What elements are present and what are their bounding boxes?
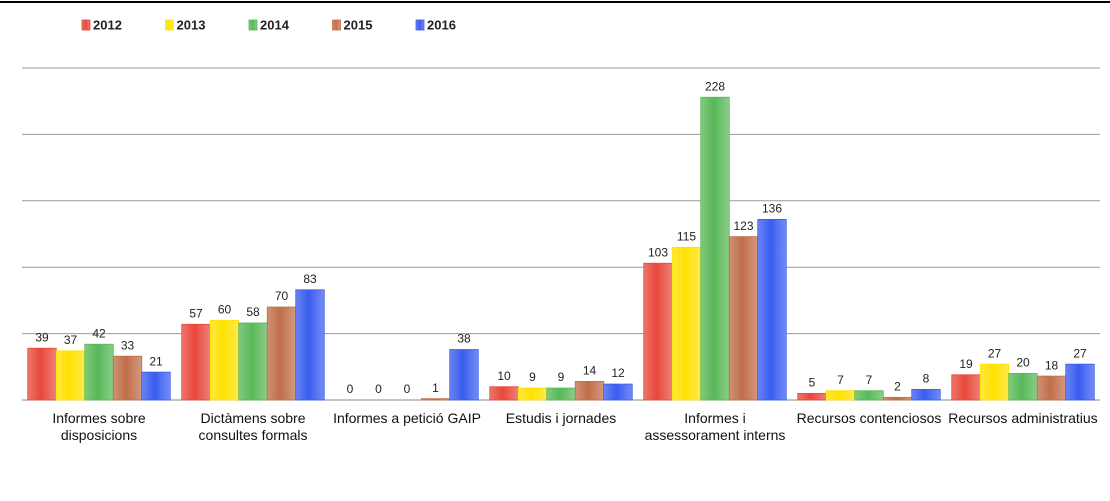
x-tick-label: Recursos administratius <box>948 410 1098 426</box>
legend-swatch <box>81 19 91 31</box>
bar <box>266 306 297 401</box>
data-label: 9 <box>558 370 565 384</box>
data-label: 58 <box>246 305 260 319</box>
data-label: 10 <box>497 369 511 383</box>
data-label: 27 <box>1073 346 1087 360</box>
bar <box>797 392 827 401</box>
legend-swatch <box>332 19 341 31</box>
data-label: 39 <box>35 330 49 344</box>
data-label: 1 <box>432 381 439 395</box>
data-label: 60 <box>218 302 232 316</box>
legend-label: 2016 <box>427 17 456 32</box>
data-label: 8 <box>923 372 930 386</box>
legend-label: 2013 <box>177 17 206 32</box>
bar <box>671 246 702 401</box>
bar <box>517 387 548 401</box>
data-label: 14 <box>583 364 597 378</box>
data-label: 38 <box>457 332 471 346</box>
bar <box>181 323 211 401</box>
data-label: 20 <box>1016 356 1030 370</box>
bar <box>295 289 325 401</box>
data-label: 37 <box>64 333 78 347</box>
data-label: 21 <box>149 354 163 368</box>
bar <box>728 236 759 401</box>
bar <box>574 381 605 401</box>
x-tick-label: Recursos contenciosos <box>796 410 942 426</box>
x-tick-label: Informes i assessorament interns <box>644 410 786 443</box>
data-label: 9 <box>529 370 536 384</box>
bar <box>84 343 114 401</box>
data-label: 57 <box>189 306 203 320</box>
data-label: 18 <box>1045 358 1059 372</box>
bar <box>979 363 1010 401</box>
bar <box>603 383 633 401</box>
bar <box>700 96 730 401</box>
data-label: 83 <box>303 272 317 286</box>
bar <box>951 374 981 401</box>
data-label: 115 <box>677 229 696 243</box>
bar <box>546 387 576 401</box>
data-label: 123 <box>733 219 753 233</box>
legend-label: 2014 <box>260 17 290 32</box>
bar <box>1065 363 1095 401</box>
data-label: 0 <box>347 382 354 396</box>
bar <box>911 388 941 401</box>
data-label: 228 <box>705 79 725 93</box>
legend-swatch <box>248 19 258 31</box>
bar <box>643 262 673 401</box>
legend-label: 2015 <box>344 17 373 32</box>
bar <box>1008 373 1038 401</box>
data-label: 0 <box>375 382 382 396</box>
bar <box>141 371 171 401</box>
data-label: 0 <box>404 382 411 396</box>
data-label: 42 <box>92 326 106 340</box>
bar <box>882 396 913 401</box>
bar <box>825 390 856 401</box>
bar <box>449 349 479 401</box>
legend-swatch <box>165 19 174 31</box>
bar <box>420 398 451 401</box>
data-label: 7 <box>837 373 844 387</box>
x-tick-label: Informes a petició GAIP <box>333 410 481 426</box>
data-label: 33 <box>121 338 135 352</box>
data-label: 70 <box>275 289 289 303</box>
legend-swatch <box>415 19 425 31</box>
data-label: 12 <box>611 366 625 380</box>
bar <box>209 319 240 401</box>
bar <box>854 390 884 401</box>
data-label: 27 <box>988 346 1002 360</box>
x-tick-label: Informes sobre disposicions <box>52 410 146 443</box>
x-tick-label: Estudis i jornades <box>505 410 617 426</box>
bar <box>489 386 519 401</box>
x-tick-label: Dictàmens sobre consultes formals <box>198 410 308 443</box>
bar <box>1036 375 1067 401</box>
data-label: 19 <box>959 357 973 371</box>
data-label: 103 <box>648 245 668 259</box>
bar <box>112 355 143 401</box>
legend-label: 2012 <box>93 17 122 32</box>
bar <box>55 350 86 401</box>
bar <box>238 322 268 401</box>
data-label: 7 <box>866 373 873 387</box>
bar <box>757 218 787 401</box>
data-label: 2 <box>894 380 901 394</box>
bar <box>27 347 57 401</box>
data-label: 5 <box>809 376 816 390</box>
data-label: 136 <box>762 202 782 216</box>
